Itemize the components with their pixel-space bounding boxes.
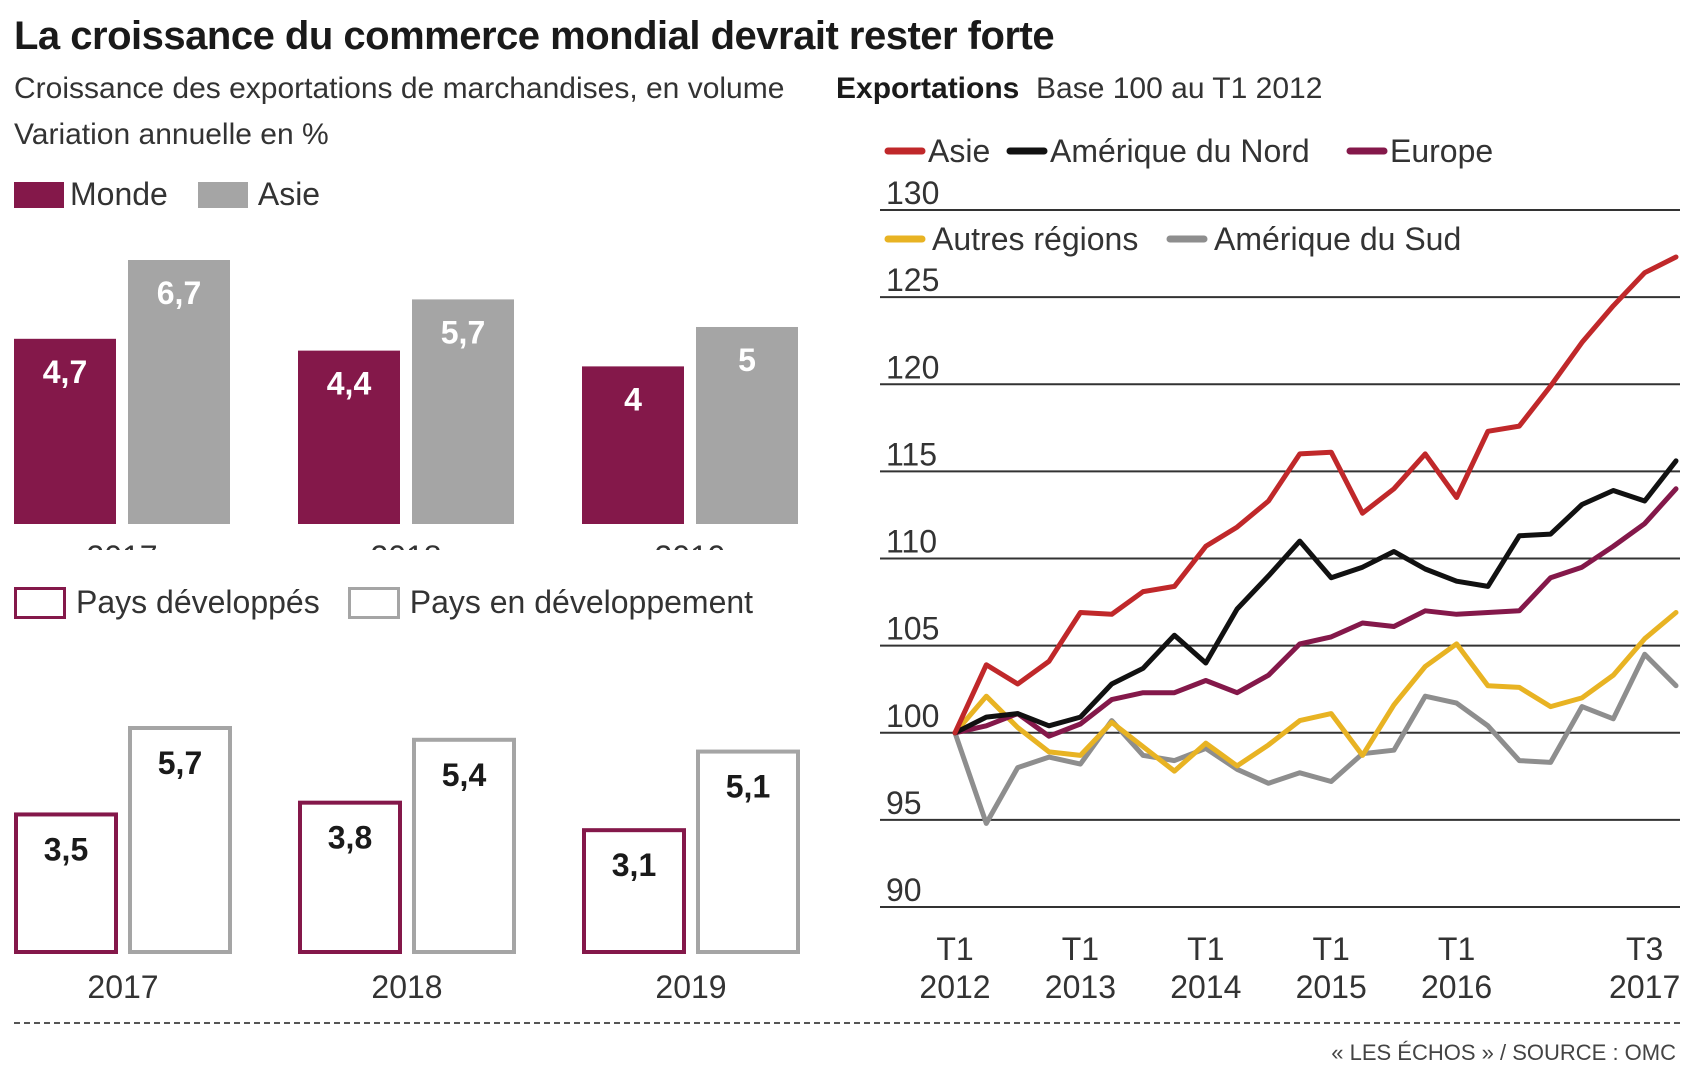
- source-note: « LES ÉCHOS » / SOURCE : OMC: [1331, 1040, 1676, 1065]
- line-chart-exportations: 90 95 100 105 110 115 120 125 130 T1 T1 T1 T1 T1 T3: [880, 175, 1680, 960]
- x-tick-label-bottom: 2013: [1045, 969, 1116, 1005]
- x-tick-label-top: T1: [936, 931, 973, 960]
- legend-label-monde: Monde: [70, 176, 168, 212]
- bar-value-label: 3,1: [612, 847, 656, 883]
- legend-label-line-autres: Autres régions: [932, 221, 1138, 257]
- y-tick-label: 130: [886, 175, 939, 211]
- bar-value-label: 5,1: [726, 769, 770, 805]
- legend-label-dev: Pays développés: [76, 584, 320, 620]
- bar-value-label: 4,7: [43, 354, 87, 390]
- legend-label-line-europe: Europe: [1390, 133, 1493, 169]
- x-tick-label-bottom: 2017: [1609, 969, 1680, 1005]
- legend-item-amerique-nord: Amérique du Nord: [1006, 133, 1310, 169]
- bar-chart-pays-category-axis: 2017 2018 2019: [87, 969, 726, 1005]
- x-tick-label-top: T1: [1187, 931, 1224, 960]
- bar-asie-2018: [412, 299, 514, 524]
- left-subtitle: Croissance des exportations de marchandi…: [14, 72, 785, 105]
- series-line-asie: [952, 254, 1679, 736]
- x-tick-label-bottom: 2015: [1296, 969, 1367, 1005]
- x-tick-label-top: T1: [1438, 931, 1475, 960]
- bar-pays-developpes-2017: [14, 812, 118, 954]
- y-tick-label: 100: [886, 698, 939, 734]
- legend-item-europe: Europe: [1346, 133, 1493, 169]
- x-tick-label-bottom: 2016: [1421, 969, 1492, 1005]
- x-tick-label-bottom: 2012: [919, 969, 990, 1005]
- series-line-europe: [952, 486, 1679, 739]
- footer-divider: [14, 1022, 1680, 1024]
- left-unit-label: Variation annuelle en %: [14, 118, 329, 151]
- legend-label-en-dev: Pays en développement: [409, 584, 754, 620]
- series-line-am-rique-du-nord: [952, 458, 1679, 736]
- chart-title: La croissance du commerce mondial devrai…: [14, 14, 1055, 58]
- category-label-2019: 2019: [654, 539, 725, 550]
- y-tick-label: 120: [886, 349, 939, 385]
- legend-item-amerique-sud: Amérique du Sud: [1166, 221, 1461, 257]
- bar-pays-en-developpement-2017: [128, 726, 232, 954]
- bar-monde-2018: [298, 350, 400, 524]
- bar-value-label: 5,4: [442, 757, 487, 793]
- bar-value-label: 6,7: [157, 275, 201, 311]
- legend-swatch-en-dev: [347, 586, 400, 619]
- y-tick-label: 90: [886, 872, 922, 908]
- bar-asie-2017: [128, 260, 230, 524]
- bar-value-label: 5,7: [158, 745, 202, 781]
- right-subtitle-base: Base 100 au T1 2012: [1036, 72, 1323, 105]
- y-tick-label: 95: [886, 785, 922, 821]
- x-tick-label-top: T1: [1062, 931, 1099, 960]
- bar-value-label: 3,5: [44, 831, 88, 867]
- legend-item-autres: Autres régions: [884, 221, 1138, 257]
- legend-label-asie: Asie: [257, 176, 321, 212]
- bar-pays-developpes-2018: [298, 800, 402, 955]
- y-tick-label: 115: [886, 436, 937, 472]
- category-label-2018: 2018: [370, 539, 441, 550]
- bar-value-label: 5: [738, 342, 756, 378]
- bar-pays-en-developpement-2019: [696, 749, 800, 954]
- x-tick-label-top: T1: [1313, 931, 1350, 960]
- bar-value-label: 5,7: [441, 314, 485, 350]
- x-tick-label-top: T3: [1626, 931, 1663, 960]
- y-tick-label: 105: [886, 611, 939, 647]
- bar-value-label: 4,4: [327, 366, 372, 402]
- category-label-2017: 2017: [87, 969, 158, 1005]
- line-chart-x-axis-years: 2012 2013 2014 2015 2016 2017: [919, 969, 1680, 1005]
- category-label-2019: 2019: [655, 969, 726, 1005]
- legend-bottom: Pays développés Pays en développement: [14, 584, 753, 621]
- legend-top: Monde Asie: [14, 176, 320, 213]
- legend-label-line-amerique-sud: Amérique du Sud: [1214, 221, 1461, 257]
- bar-monde-2019: [582, 366, 684, 524]
- y-tick-label: 110: [886, 524, 937, 560]
- bar-pays-developpes-2019: [582, 828, 686, 954]
- category-label-2018: 2018: [371, 969, 442, 1005]
- x-tick-label-bottom: 2014: [1170, 969, 1241, 1005]
- bar-chart-pays: 3,5 5,7 3,8 5,4 3,1 5,1: [14, 726, 800, 955]
- category-label-2017: 2017: [86, 539, 157, 550]
- right-subtitle-bold: Exportations: [836, 72, 1020, 105]
- bar-value-label: 3,8: [328, 820, 372, 856]
- bar-pays-en-developpement-2018: [412, 737, 516, 955]
- bar-chart-monde-asie: 4,7 6,7 2017 4,4 5,7 2018 4 5 2019: [14, 260, 798, 550]
- legend-swatch-asie: [197, 181, 248, 208]
- series-line-autres-r-gions: [952, 610, 1679, 774]
- legend-label-line-asie: Asie: [928, 133, 990, 169]
- line-chart-legend: Asie Amérique du Nord Europe Autres régi…: [884, 133, 1493, 257]
- legend-swatch-monde: [14, 181, 64, 208]
- bar-monde-2017: [14, 338, 116, 524]
- right-subtitle: Exportations Base 100 au T1 2012: [836, 72, 1322, 106]
- legend-swatch-dev: [14, 586, 66, 619]
- legend-item-asie: Asie: [884, 133, 990, 169]
- bar-value-label: 4: [624, 381, 642, 417]
- legend-label-line-amerique-nord: Amérique du Nord: [1050, 133, 1310, 169]
- y-tick-label: 125: [886, 262, 939, 298]
- series-line-am-rique-du-sud: [952, 651, 1679, 826]
- bar-asie-2019: [696, 326, 798, 524]
